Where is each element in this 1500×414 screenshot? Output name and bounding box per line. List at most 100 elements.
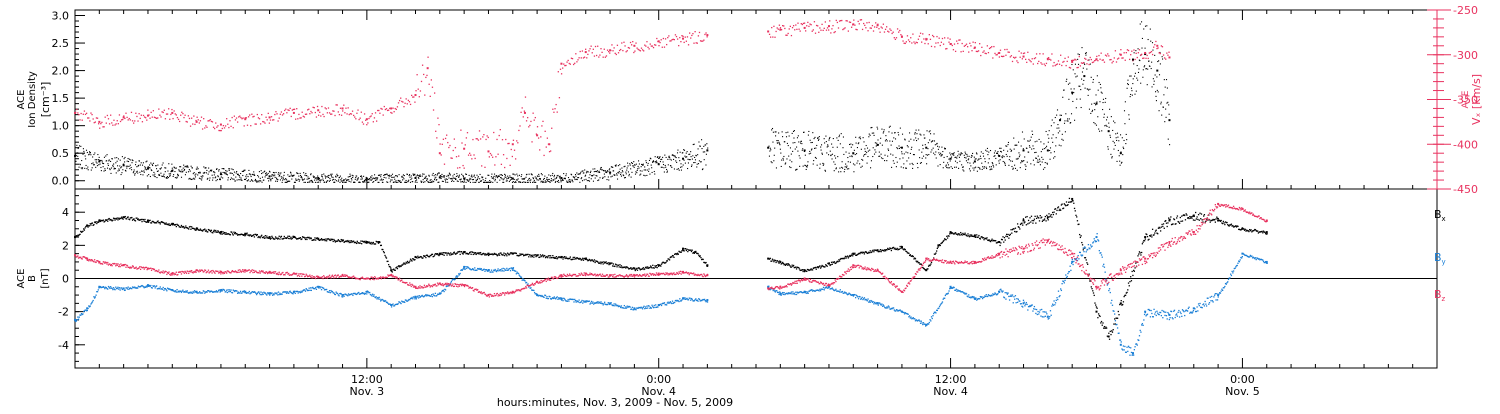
density-point: [552, 173, 553, 174]
density-point: [134, 169, 135, 170]
density-point: [527, 180, 528, 181]
density-point: [554, 175, 555, 176]
series-bx-point: [940, 245, 941, 246]
velocity-point: [449, 145, 450, 146]
density-point: [142, 174, 143, 175]
velocity-point: [861, 19, 862, 20]
series-bx-point: [506, 255, 507, 256]
density-point: [1091, 77, 1092, 78]
velocity-point: [318, 115, 319, 116]
density-point: [1003, 150, 1004, 151]
density-point: [494, 180, 495, 181]
velocity-point: [975, 42, 976, 43]
velocity-keypoint: [925, 39, 927, 41]
density-point: [328, 175, 329, 176]
velocity-point: [239, 116, 240, 117]
density-point: [1128, 84, 1129, 85]
density-point: [268, 180, 269, 181]
density-point: [939, 146, 940, 147]
velocity-point: [897, 28, 898, 29]
density-point: [150, 176, 151, 177]
density-point: [595, 178, 596, 179]
series-bx-point: [1008, 238, 1009, 239]
density-point: [194, 179, 195, 180]
series-bx-point: [387, 261, 388, 262]
series-bx-point: [83, 228, 84, 229]
density-point: [1137, 65, 1138, 66]
density-point: [223, 172, 224, 173]
density-point: [390, 181, 391, 182]
series-bx-point: [532, 254, 533, 255]
velocity-point: [1093, 61, 1094, 62]
density-point: [216, 180, 217, 181]
density-point: [689, 154, 690, 155]
density-point: [1011, 150, 1012, 151]
density-point: [321, 174, 322, 175]
density-point: [169, 173, 170, 174]
velocity-point: [224, 127, 225, 128]
velocity-point: [1083, 62, 1084, 63]
density-point: [847, 168, 848, 169]
series-bx-point: [1007, 236, 1008, 237]
density-point: [785, 162, 786, 163]
density-point: [1050, 159, 1051, 160]
density-point: [481, 180, 482, 181]
velocity-point: [142, 121, 143, 122]
density-point: [209, 180, 210, 181]
velocity-point: [541, 125, 542, 126]
velocity-point: [685, 36, 686, 37]
velocity-point: [471, 158, 472, 159]
velocity-point: [426, 75, 427, 76]
velocity-point: [906, 41, 907, 42]
density-point: [685, 163, 686, 164]
velocity-point: [259, 118, 260, 119]
density-point: [314, 176, 315, 177]
series-bx-point: [644, 268, 645, 269]
density-point: [494, 176, 495, 177]
velocity-point: [987, 45, 988, 46]
density-point: [1028, 152, 1029, 153]
series-bx-point: [593, 261, 594, 262]
density-point: [409, 174, 410, 175]
density-point: [452, 180, 453, 181]
density-point: [575, 174, 576, 175]
density-point: [957, 162, 958, 163]
density-point: [199, 178, 200, 179]
density-point: [305, 173, 306, 174]
velocity-point: [228, 127, 229, 128]
density-point: [852, 144, 853, 145]
series-bx-point: [357, 241, 358, 242]
density-point: [669, 156, 670, 157]
density-point: [484, 182, 485, 183]
density-point: [663, 164, 664, 165]
density-point: [694, 162, 695, 163]
velocity-point: [879, 32, 880, 33]
density-point: [666, 157, 667, 158]
density-point: [860, 138, 861, 139]
density-point: [274, 174, 275, 175]
velocity-point: [566, 61, 567, 62]
series-bx-point: [1085, 257, 1086, 258]
velocity-point: [200, 120, 201, 121]
series-bx-point: [1045, 220, 1046, 221]
velocity-point: [383, 114, 384, 115]
density-point: [980, 156, 981, 157]
series-bx-point: [204, 228, 205, 229]
density-point: [1132, 83, 1133, 84]
velocity-point: [593, 49, 594, 50]
density-point: [259, 171, 260, 172]
density-point: [617, 175, 618, 176]
density-point: [879, 156, 880, 157]
density-point: [239, 175, 240, 176]
velocity-keypoint: [220, 124, 222, 126]
density-point: [355, 177, 356, 178]
velocity-point: [883, 24, 884, 25]
density-point: [1077, 76, 1078, 77]
density-point: [1089, 109, 1090, 110]
density-point: [509, 175, 510, 176]
density-point: [566, 181, 567, 182]
velocity-point: [188, 115, 189, 116]
series-bx-point: [406, 263, 407, 264]
density-point: [269, 178, 270, 179]
velocity-point: [100, 123, 101, 124]
